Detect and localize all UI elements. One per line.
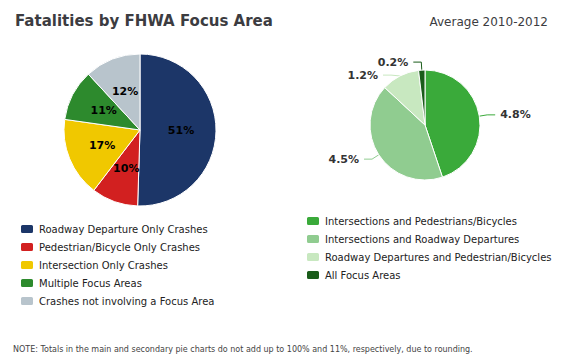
svg-text:1.2%: 1.2%: [348, 69, 379, 82]
svg-text:Average 2010-2012: Average 2010-2012: [430, 15, 549, 29]
svg-text:10%: 10%: [113, 162, 139, 175]
svg-text:Crashes not involving a Focus: Crashes not involving a Focus Area: [39, 296, 214, 307]
svg-text:Pedestrian/Bicycle Only Crashe: Pedestrian/Bicycle Only Crashes: [39, 242, 200, 253]
svg-text:4.5%: 4.5%: [329, 153, 360, 166]
svg-text:Roadway Departures and Pedestr: Roadway Departures and Pedestrian/Bicycl…: [325, 252, 552, 263]
svg-text:Fatalities by FHWA Focus Area: Fatalities by FHWA Focus Area: [15, 12, 273, 30]
svg-text:NOTE: Totals in the main and s: NOTE: Totals in the main and secondary p…: [13, 345, 473, 354]
svg-text:All Focus Areas: All Focus Areas: [325, 270, 401, 281]
svg-text:Multiple Focus Areas: Multiple Focus Areas: [39, 278, 142, 289]
svg-text:Intersection Only Crashes: Intersection Only Crashes: [39, 260, 168, 271]
svg-text:Roadway Departure Only Crashes: Roadway Departure Only Crashes: [39, 224, 208, 235]
svg-text:Intersections and Roadway Depa: Intersections and Roadway Departures: [325, 234, 519, 245]
svg-text:Intersections and Pedestrians/: Intersections and Pedestrians/Bicycles: [325, 216, 517, 227]
svg-text:12%: 12%: [112, 85, 138, 98]
svg-text:17%: 17%: [89, 139, 115, 152]
svg-text:51%: 51%: [168, 124, 194, 137]
svg-text:11%: 11%: [91, 104, 117, 117]
svg-text:0.2%: 0.2%: [378, 56, 409, 69]
svg-text:4.8%: 4.8%: [500, 108, 531, 121]
